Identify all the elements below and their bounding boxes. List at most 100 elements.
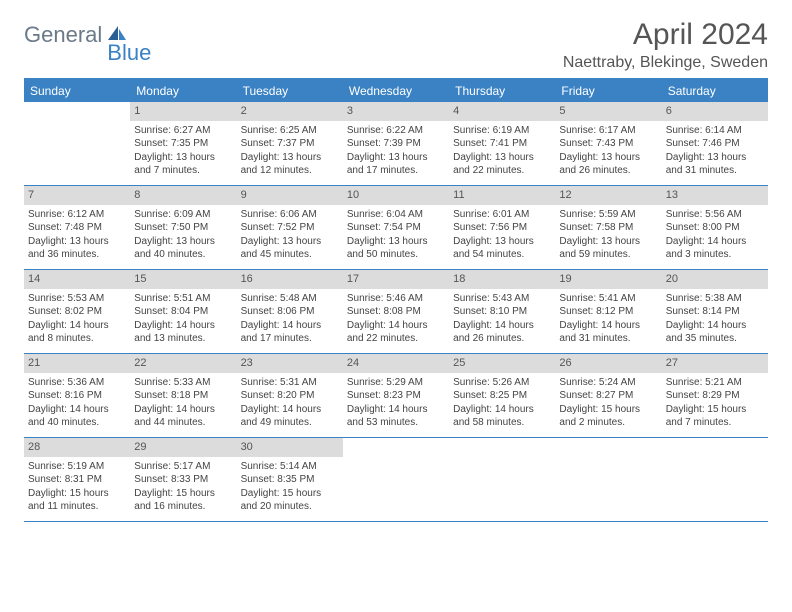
sunset-text: Sunset: 8:16 PM (28, 389, 126, 403)
day-number: 9 (237, 186, 343, 205)
sunset-text: Sunset: 8:23 PM (347, 389, 445, 403)
day-number: 13 (662, 186, 768, 205)
calendar-day: 22Sunrise: 5:33 AMSunset: 8:18 PMDayligh… (130, 354, 236, 437)
daylight-text: and 54 minutes. (453, 248, 551, 262)
sunrise-text: Sunrise: 6:06 AM (241, 208, 339, 222)
daylight-text: Daylight: 15 hours (559, 403, 657, 417)
day-number: 6 (662, 102, 768, 121)
sunrise-text: Sunrise: 5:29 AM (347, 376, 445, 390)
calendar-week: 28Sunrise: 5:19 AMSunset: 8:31 PMDayligh… (24, 438, 768, 522)
calendar-day: 11Sunrise: 6:01 AMSunset: 7:56 PMDayligh… (449, 186, 555, 269)
day-number: 12 (555, 186, 661, 205)
day-number: 29 (130, 438, 236, 457)
daylight-text: Daylight: 14 hours (559, 319, 657, 333)
daylight-text: and 12 minutes. (241, 164, 339, 178)
sunrise-text: Sunrise: 5:46 AM (347, 292, 445, 306)
sunrise-text: Sunrise: 5:21 AM (666, 376, 764, 390)
daylight-text: and 16 minutes. (134, 500, 232, 514)
sunrise-text: Sunrise: 5:51 AM (134, 292, 232, 306)
calendar-day: 30Sunrise: 5:14 AMSunset: 8:35 PMDayligh… (237, 438, 343, 521)
sunset-text: Sunset: 8:08 PM (347, 305, 445, 319)
daylight-text: Daylight: 13 hours (241, 235, 339, 249)
daylight-text: and 45 minutes. (241, 248, 339, 262)
sunrise-text: Sunrise: 5:59 AM (559, 208, 657, 222)
calendar-day: 23Sunrise: 5:31 AMSunset: 8:20 PMDayligh… (237, 354, 343, 437)
daylight-text: Daylight: 15 hours (666, 403, 764, 417)
calendar-day: 6Sunrise: 6:14 AMSunset: 7:46 PMDaylight… (662, 102, 768, 185)
sunset-text: Sunset: 8:20 PM (241, 389, 339, 403)
sunset-text: Sunset: 7:39 PM (347, 137, 445, 151)
daylight-text: Daylight: 13 hours (347, 235, 445, 249)
day-number: 4 (449, 102, 555, 121)
daylight-text: and 31 minutes. (559, 332, 657, 346)
day-number: 17 (343, 270, 449, 289)
sunrise-text: Sunrise: 6:12 AM (28, 208, 126, 222)
sunset-text: Sunset: 8:06 PM (241, 305, 339, 319)
weekday-header: Saturday (662, 80, 768, 102)
day-number: 3 (343, 102, 449, 121)
calendar-day (662, 438, 768, 521)
daylight-text: Daylight: 15 hours (241, 487, 339, 501)
calendar-day: 13Sunrise: 5:56 AMSunset: 8:00 PMDayligh… (662, 186, 768, 269)
sunrise-text: Sunrise: 5:26 AM (453, 376, 551, 390)
page-title: April 2024 (563, 18, 768, 52)
calendar-day: 19Sunrise: 5:41 AMSunset: 8:12 PMDayligh… (555, 270, 661, 353)
calendar: Sunday Monday Tuesday Wednesday Thursday… (24, 78, 768, 522)
calendar-day: 1Sunrise: 6:27 AMSunset: 7:35 PMDaylight… (130, 102, 236, 185)
daylight-text: Daylight: 14 hours (28, 403, 126, 417)
logo: General Blue (24, 22, 173, 48)
calendar-day: 3Sunrise: 6:22 AMSunset: 7:39 PMDaylight… (343, 102, 449, 185)
calendar-day (449, 438, 555, 521)
daylight-text: and 26 minutes. (559, 164, 657, 178)
calendar-day (24, 102, 130, 185)
sunrise-text: Sunrise: 6:22 AM (347, 124, 445, 138)
day-number: 24 (343, 354, 449, 373)
day-number: 18 (449, 270, 555, 289)
daylight-text: and 17 minutes. (241, 332, 339, 346)
daylight-text: and 53 minutes. (347, 416, 445, 430)
sunset-text: Sunset: 7:48 PM (28, 221, 126, 235)
weekday-header: Sunday (24, 80, 130, 102)
sunset-text: Sunset: 8:27 PM (559, 389, 657, 403)
day-number: 2 (237, 102, 343, 121)
daylight-text: and 3 minutes. (666, 248, 764, 262)
header: General Blue April 2024 Naettraby, Bleki… (24, 18, 768, 72)
calendar-week: 7 Sunrise: 6:12 AMSunset: 7:48 PM Daylight… (24, 186, 768, 270)
calendar-day: 27Sunrise: 5:21 AMSunset: 8:29 PMDayligh… (662, 354, 768, 437)
calendar-day: 4Sunrise: 6:19 AMSunset: 7:41 PMDaylight… (449, 102, 555, 185)
daylight-text: and 22 minutes. (453, 164, 551, 178)
calendar-day: 16Sunrise: 5:48 AMSunset: 8:06 PMDayligh… (237, 270, 343, 353)
daylight-text: and 26 minutes. (453, 332, 551, 346)
daylight-text: and 59 minutes. (559, 248, 657, 262)
sunset-text: Sunset: 8:35 PM (241, 473, 339, 487)
weekday-header: Tuesday (237, 80, 343, 102)
sunrise-text: Sunrise: 5:14 AM (241, 460, 339, 474)
sunset-text: Sunset: 7:35 PM (134, 137, 232, 151)
weekday-header: Thursday (449, 80, 555, 102)
daylight-text: and 40 minutes. (134, 248, 232, 262)
sunset-text: Sunset: 7:46 PM (666, 137, 764, 151)
calendar-day: 24Sunrise: 5:29 AMSunset: 8:23 PMDayligh… (343, 354, 449, 437)
weekday-header: Monday (130, 80, 236, 102)
daylight-text: Daylight: 14 hours (241, 403, 339, 417)
sunset-text: Sunset: 8:10 PM (453, 305, 551, 319)
day-number: 19 (555, 270, 661, 289)
daylight-text: Daylight: 14 hours (453, 403, 551, 417)
day-number: 5 (555, 102, 661, 121)
daylight-text: Daylight: 14 hours (453, 319, 551, 333)
daylight-text: and 7 minutes. (666, 416, 764, 430)
daylight-text: and 40 minutes. (28, 416, 126, 430)
daylight-text: Daylight: 13 hours (134, 235, 232, 249)
sunset-text: Sunset: 8:02 PM (28, 305, 126, 319)
sunrise-text: Sunrise: 5:38 AM (666, 292, 764, 306)
calendar-day: 8Sunrise: 6:09 AMSunset: 7:50 PMDaylight… (130, 186, 236, 269)
day-number: 7 (24, 186, 130, 205)
calendar-week: 14Sunrise: 5:53 AMSunset: 8:02 PMDayligh… (24, 270, 768, 354)
day-number: 14 (24, 270, 130, 289)
daylight-text: and 8 minutes. (28, 332, 126, 346)
sunset-text: Sunset: 8:04 PM (134, 305, 232, 319)
sunset-text: Sunset: 8:33 PM (134, 473, 232, 487)
daylight-text: Daylight: 14 hours (241, 319, 339, 333)
daylight-text: and 17 minutes. (347, 164, 445, 178)
daylight-text: and 22 minutes. (347, 332, 445, 346)
